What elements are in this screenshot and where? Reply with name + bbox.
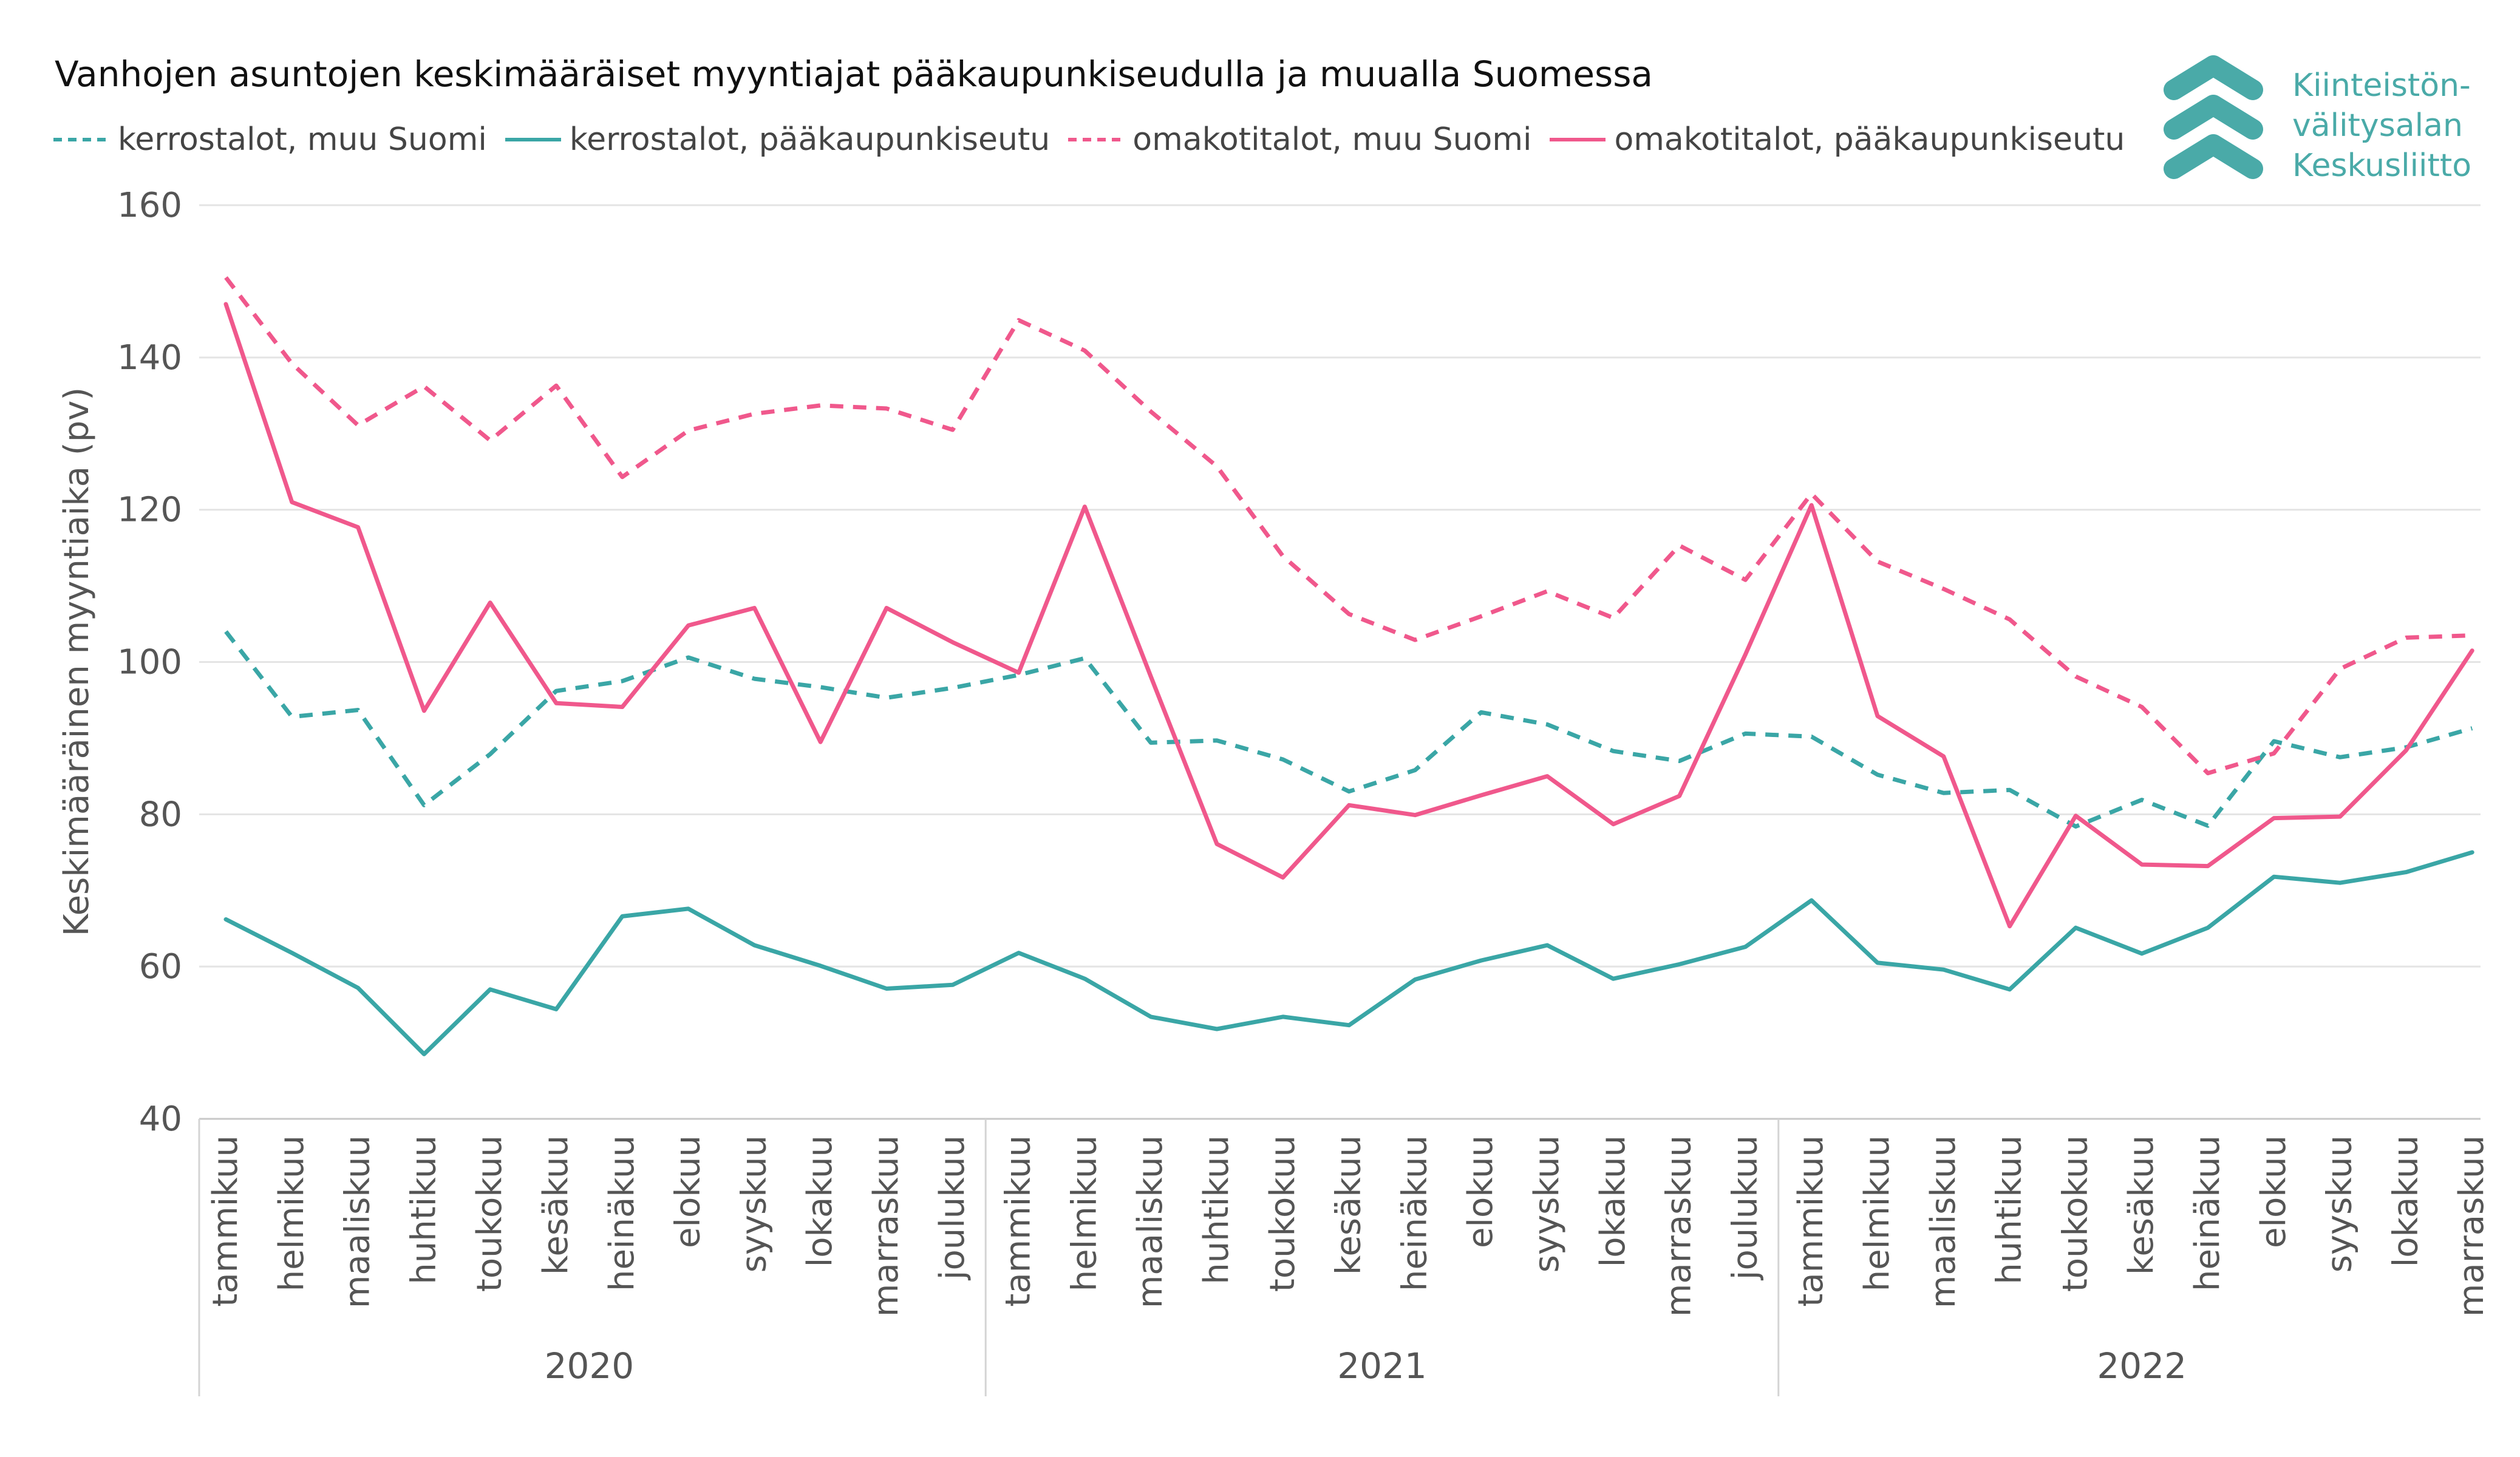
legend: kerrostalot, muu Suomi kerrostalot, pääk… — [53, 121, 2143, 158]
x-tick-label: syyskuu — [1527, 1135, 1567, 1272]
logo-text-line: Keskusliitto — [2292, 148, 2472, 184]
y-axis-label: Keskimääräinen myyntiaika (pv) — [57, 387, 97, 937]
x-tick-label: toukokuu — [1263, 1135, 1303, 1292]
logo-text-line: välitysalan — [2292, 107, 2463, 144]
x-tick-label: tammikuu — [206, 1135, 245, 1307]
legend-swatch-dashed-pink — [1068, 138, 1125, 141]
x-tick-label: kesäkuu — [2122, 1135, 2161, 1275]
legend-item-omakotitalot-muu-suomi[interactable]: omakotitalot, muu Suomi — [1068, 121, 1531, 158]
x-tick-label: lokakuu — [1593, 1135, 1633, 1267]
x-tick-label: joulukuu — [1725, 1135, 1765, 1281]
x-tick-label: helmikuu — [1064, 1135, 1104, 1291]
chart-title: Vanhojen asuntojen keskimääräiset myynti… — [55, 53, 1653, 95]
x-tick-label: tammikuu — [1791, 1135, 1831, 1307]
x-tick-label: heinäkuu — [2188, 1135, 2227, 1291]
year-label: 2021 — [1337, 1345, 1427, 1387]
x-tick-label: syyskuu — [734, 1135, 774, 1272]
x-tick-label: lokakuu — [2386, 1135, 2425, 1267]
x-tick-label: huhtikuu — [1197, 1135, 1236, 1285]
y-tick-label: 100 — [117, 643, 182, 682]
logo-text: Kiinteistön- välitysalan Keskusliitto — [2292, 66, 2471, 186]
y-tick-label: 80 — [139, 795, 182, 834]
legend-label: kerrostalot, pääkaupunkiseutu — [569, 121, 1051, 158]
y-tick-label: 40 — [139, 1099, 182, 1139]
x-tick-label: helmikuu — [272, 1135, 312, 1291]
legend-swatch-dashed-teal — [53, 138, 109, 141]
x-tick-label: elokuu — [669, 1135, 708, 1248]
logo-chevron-icon — [2164, 55, 2263, 179]
x-tick-label: maaliskuu — [1131, 1135, 1170, 1308]
x-tick-label: lokakuu — [800, 1135, 840, 1267]
x-tick-label: heinäkuu — [1395, 1135, 1434, 1291]
x-tick-label: kesäkuu — [1329, 1135, 1369, 1275]
legend-label: omakotitalot, pääkaupunkiseutu — [1614, 121, 2125, 158]
x-tick-label: marraskuu — [867, 1135, 906, 1317]
x-tick-label: helmikuu — [1858, 1135, 1897, 1291]
legend-label: kerrostalot, muu Suomi — [118, 121, 487, 158]
gridlines — [199, 204, 2481, 968]
x-tick-label: toukokuu — [470, 1135, 509, 1292]
y-tick-label: 60 — [139, 947, 182, 987]
x-tick-label: tammikuu — [999, 1135, 1038, 1307]
legend-swatch-solid-teal — [505, 138, 561, 141]
legend-label: omakotitalot, muu Suomi — [1132, 121, 1532, 158]
x-tick-label: syyskuu — [2320, 1135, 2360, 1272]
x-tick-label: elokuu — [2254, 1135, 2294, 1248]
x-tick-label: marraskuu — [1660, 1135, 1699, 1317]
x-tick-label: huhtikuu — [404, 1135, 443, 1285]
logo — [2164, 55, 2263, 179]
x-tick-label: huhtikuu — [1990, 1135, 2029, 1285]
x-tick-label: maaliskuu — [338, 1135, 378, 1308]
y-tick-label: 160 — [117, 186, 182, 225]
x-tick-label: joulukuu — [933, 1135, 972, 1281]
legend-item-kerrostalot-muu-suomi[interactable]: kerrostalot, muu Suomi — [53, 121, 487, 158]
series-line-3 — [223, 302, 2474, 929]
series-line-0 — [224, 630, 2473, 829]
logo-text-line: Kiinteistön- — [2292, 67, 2471, 104]
legend-swatch-solid-pink — [1550, 138, 1606, 141]
series-lines — [223, 276, 2474, 1056]
series-line-2 — [224, 276, 2473, 776]
x-tick-label: maaliskuu — [1924, 1135, 1963, 1308]
axes: 40 60 80 100 120 140 160 tammikuu helmikuu maalis… — [117, 186, 2491, 1396]
x-tick-label: marraskuu — [2452, 1135, 2491, 1317]
legend-item-omakotitalot-paakaupunkiseutu[interactable]: omakotitalot, pääkaupunkiseutu — [1550, 121, 2125, 158]
x-tick-label: elokuu — [1461, 1135, 1500, 1248]
year-label: 2020 — [545, 1345, 635, 1387]
x-tick-label: toukokuu — [2055, 1135, 2095, 1292]
year-label: 2022 — [2097, 1345, 2187, 1387]
legend-item-kerrostalot-paakaupunkiseutu[interactable]: kerrostalot, pääkaupunkiseutu — [505, 121, 1050, 158]
x-tick-label: heinäkuu — [602, 1135, 642, 1291]
y-tick-label: 140 — [117, 338, 182, 378]
series-line-1 — [223, 850, 2474, 1056]
x-tick-label: kesäkuu — [536, 1135, 576, 1275]
y-tick-label: 120 — [117, 491, 182, 530]
